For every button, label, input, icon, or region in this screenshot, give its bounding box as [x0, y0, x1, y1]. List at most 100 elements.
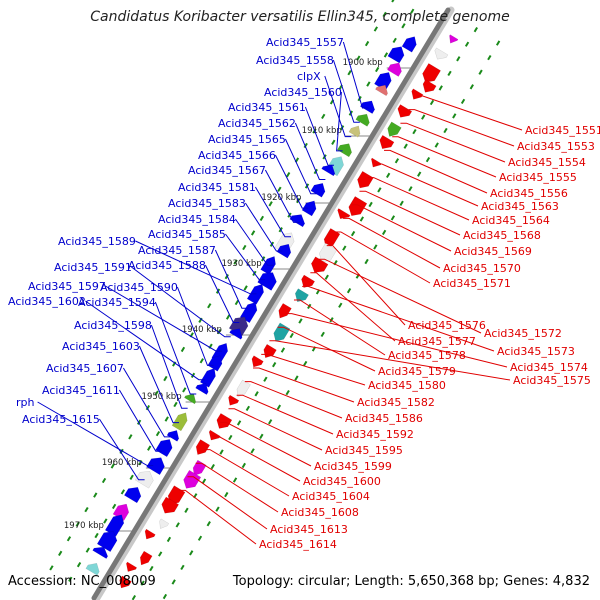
gene-label-right[interactable]: Acid345_1595	[325, 444, 403, 457]
gene-feature[interactable]	[166, 430, 180, 442]
gene-label-right[interactable]: Acid345_1569	[454, 245, 532, 258]
gene-label-left[interactable]: Acid345_1602	[8, 295, 86, 308]
gene-feature[interactable]	[208, 429, 221, 441]
gene-feature[interactable]	[229, 328, 243, 340]
gene-label-left[interactable]: Acid345_1581	[178, 181, 256, 194]
gene-feature[interactable]	[434, 47, 449, 60]
gene-label-right[interactable]: Acid345_1578	[388, 349, 466, 362]
gene-label-right[interactable]: Acid345_1608	[281, 506, 359, 519]
gene-feature[interactable]	[273, 322, 291, 342]
gene-label-left[interactable]: Acid345_1611	[42, 384, 120, 397]
gene-label-left[interactable]: Acid345_1561	[228, 101, 306, 114]
gene-label-left[interactable]: Acid345_1597	[28, 280, 106, 293]
gene-label-right[interactable]: Acid345_1576	[408, 319, 486, 332]
gene-feature[interactable]	[251, 355, 264, 368]
gene-feature[interactable]	[387, 121, 402, 137]
gene-feature[interactable]	[195, 439, 211, 455]
gene-feature[interactable]	[119, 575, 132, 589]
gene-feature[interactable]	[257, 272, 277, 291]
gene-label-right[interactable]: Acid345_1551	[525, 124, 600, 137]
gene-feature[interactable]	[207, 355, 223, 372]
gene-label-right[interactable]: Acid345_1555	[499, 171, 577, 184]
gene-feature[interactable]	[289, 214, 306, 228]
gene-label-right[interactable]: Acid345_1604	[292, 490, 370, 503]
gene-feature[interactable]	[411, 88, 424, 100]
gene-label-left[interactable]: Acid345_1588	[128, 259, 206, 272]
gene-feature[interactable]	[387, 62, 402, 77]
gene-feature[interactable]	[371, 157, 382, 168]
gene-label-right[interactable]: Acid345_1599	[314, 460, 392, 473]
gene-feature[interactable]	[278, 302, 292, 319]
gene-label-right[interactable]: Acid345_1572	[484, 327, 562, 340]
gene-label-right[interactable]: Acid345_1573	[497, 345, 575, 358]
gene-label-left[interactable]: Acid345_1565	[208, 133, 286, 146]
gene-label-right[interactable]: Acid345_1580	[368, 379, 446, 392]
gene-feature[interactable]	[379, 134, 395, 150]
gene-label-right[interactable]: Acid345_1575	[513, 374, 591, 387]
gene-label-left[interactable]: Acid345_1615	[22, 413, 100, 426]
gene-feature[interactable]	[336, 143, 352, 158]
gene-feature[interactable]	[375, 84, 388, 97]
gene-label-left[interactable]: Acid345_1590	[100, 281, 178, 294]
gene-feature[interactable]	[422, 79, 437, 93]
gene-label-right[interactable]: Acid345_1554	[508, 156, 586, 169]
gene-feature[interactable]	[422, 63, 441, 83]
gene-feature[interactable]	[171, 412, 188, 432]
gene-feature[interactable]	[139, 550, 153, 566]
gene-feature[interactable]	[126, 561, 138, 572]
gene-label-right[interactable]: Acid345_1570	[443, 262, 521, 275]
gene-feature[interactable]	[301, 274, 316, 288]
gene-feature[interactable]	[348, 125, 361, 138]
gene-feature[interactable]	[155, 439, 173, 458]
gene-label-left[interactable]: Acid345_1585	[148, 228, 226, 241]
gene-feature[interactable]	[228, 394, 240, 406]
gene-label-right[interactable]: Acid345_1571	[433, 277, 511, 290]
gene-label-left[interactable]: Acid345_1558	[256, 54, 334, 67]
gene-feature[interactable]	[144, 528, 156, 540]
gene-feature[interactable]	[310, 182, 326, 198]
gene-feature[interactable]	[192, 459, 207, 476]
gene-feature[interactable]	[401, 36, 417, 53]
gene-feature[interactable]	[92, 546, 108, 559]
gene-feature[interactable]	[159, 518, 170, 529]
gene-label-left[interactable]: Acid345_1598	[74, 319, 152, 332]
gene-feature[interactable]	[397, 104, 413, 118]
gene-feature[interactable]	[449, 34, 459, 44]
gene-label-right[interactable]: Acid345_1568	[463, 229, 541, 242]
gene-label-left[interactable]: Acid345_1557	[266, 36, 344, 49]
gene-feature[interactable]	[123, 486, 142, 504]
gene-feature[interactable]	[161, 496, 180, 514]
gene-label-left[interactable]: Acid345_1589	[58, 235, 136, 248]
gene-label-left[interactable]: Acid345_1587	[138, 244, 216, 257]
gene-feature[interactable]	[348, 196, 368, 217]
gene-feature[interactable]	[337, 208, 351, 220]
gene-feature[interactable]	[183, 469, 202, 489]
gene-feature[interactable]	[387, 46, 405, 64]
gene-label-right[interactable]: Acid345_1553	[517, 140, 595, 153]
gene-label-left[interactable]: Acid345_1566	[198, 149, 276, 162]
gene-feature[interactable]	[357, 170, 374, 189]
gene-label-left[interactable]: Acid345_1584	[158, 213, 236, 226]
gene-feature[interactable]	[236, 379, 251, 398]
gene-label-right[interactable]: Acid345_1577	[398, 335, 476, 348]
gene-label-left[interactable]: Acid345_1591	[54, 261, 132, 274]
gene-feature[interactable]	[195, 383, 209, 395]
gene-label-left[interactable]: Acid345_1562	[218, 117, 296, 130]
gene-label-left[interactable]: Acid345_1607	[46, 362, 124, 375]
gene-label-right[interactable]: Acid345_1556	[490, 187, 568, 200]
gene-label-left[interactable]: Acid345_1567	[188, 164, 266, 177]
gene-feature[interactable]	[321, 164, 336, 177]
gene-label-right[interactable]: Acid345_1613	[270, 523, 348, 536]
gene-label-left[interactable]: rph	[16, 396, 35, 409]
gene-feature[interactable]	[184, 393, 197, 405]
gene-label-left[interactable]: Acid345_1603	[62, 340, 140, 353]
gene-feature[interactable]	[216, 412, 233, 429]
gene-label-right[interactable]: Acid345_1592	[336, 428, 414, 441]
gene-label-right[interactable]: Acid345_1563	[481, 200, 559, 213]
gene-label-left[interactable]: Acid345_1560	[264, 86, 342, 99]
gene-label-right[interactable]: Acid345_1614	[259, 538, 337, 551]
gene-feature[interactable]	[85, 562, 100, 576]
gene-label-right[interactable]: Acid345_1574	[510, 361, 588, 374]
gene-feature[interactable]	[146, 457, 165, 476]
gene-feature[interactable]	[355, 113, 370, 127]
